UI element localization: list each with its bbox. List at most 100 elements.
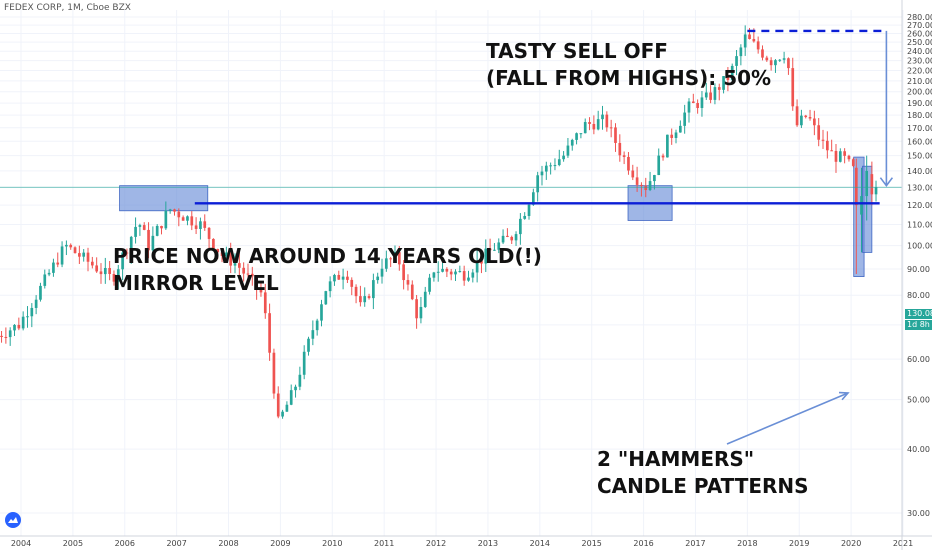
candle-body: [467, 277, 470, 281]
candle-body: [825, 140, 829, 151]
x-tick-label: 2019: [789, 539, 809, 548]
candle-body: [367, 296, 371, 299]
candle-body: [739, 47, 743, 57]
candle-body: [531, 192, 535, 205]
candle-body: [847, 155, 851, 160]
candle-body: [493, 249, 496, 251]
candle-body: [787, 58, 790, 69]
candle-body: [432, 272, 436, 278]
candle-body: [34, 299, 38, 308]
candle-body: [761, 49, 764, 58]
candle-body: [160, 225, 163, 229]
candle-body: [233, 263, 237, 266]
candle-body: [281, 411, 284, 417]
candle-body: [445, 268, 449, 272]
candle-body: [47, 272, 51, 275]
candle-body: [631, 170, 635, 178]
candle-body: [449, 271, 453, 275]
x-tick-label: 2017: [685, 539, 705, 548]
x-tick-label: 2015: [582, 539, 602, 548]
candle-body: [194, 225, 198, 229]
candle-body: [691, 101, 695, 104]
candle-body: [199, 221, 202, 229]
candle-body: [173, 209, 176, 212]
candle-body: [333, 274, 336, 282]
x-tick-label: 2018: [737, 539, 757, 548]
y-tick-label: 150.00: [907, 152, 932, 161]
candle-body: [346, 276, 349, 280]
x-tick-label: 2009: [270, 539, 290, 548]
candle-body: [99, 271, 103, 275]
overlays: [0, 29, 902, 445]
hammer-arrow-shaft: [726, 392, 849, 445]
candle-body: [380, 268, 384, 277]
tradingview-logo-icon[interactable]: [5, 512, 21, 528]
candle-body: [475, 260, 479, 273]
y-tick-label: 180.00: [907, 111, 932, 120]
candle-body: [229, 252, 233, 266]
candle-body: [791, 68, 795, 107]
candle-body: [519, 218, 522, 235]
candle-body: [298, 374, 302, 387]
candle-body: [687, 101, 691, 113]
candle-body: [272, 352, 276, 394]
candle-body: [605, 114, 609, 128]
candle-body: [142, 225, 146, 230]
candle-body: [484, 248, 488, 264]
candle-body: [285, 404, 289, 412]
candle-body: [103, 267, 107, 275]
x-tick-label: 2006: [115, 539, 135, 548]
candle-body: [506, 235, 509, 237]
candle-body: [246, 273, 250, 275]
candle-body: [376, 276, 380, 281]
candle-body: [372, 280, 375, 299]
candle-body: [795, 106, 799, 126]
annotation-line: (FALL FROM HIGHS): 50%: [486, 66, 772, 90]
candle-body: [384, 258, 388, 269]
y-tick-label: 260.00: [907, 29, 932, 38]
candle-body: [860, 196, 863, 215]
candle-body: [549, 165, 552, 167]
candle-body: [808, 117, 812, 119]
candle-body: [756, 41, 760, 50]
candle-body: [90, 261, 94, 266]
candle-body: [717, 87, 721, 90]
candle-body: [666, 134, 669, 158]
candle-body: [151, 235, 155, 251]
y-tick-label: 60.00: [907, 355, 930, 364]
candle-body: [774, 60, 777, 66]
candle-body: [730, 65, 734, 80]
candle-body: [177, 211, 181, 218]
y-tick-label: 40.00: [907, 445, 930, 454]
candle-body: [536, 175, 540, 193]
candle-body: [601, 114, 604, 120]
annotation-line: PRICE NOW AROUND 14 YEARS OLD(!): [113, 244, 542, 268]
candle-body: [462, 271, 466, 281]
candle-body: [389, 258, 393, 260]
annotation-line: MIRROR LEVEL: [113, 271, 279, 295]
candle-body: [514, 234, 518, 241]
candle-body: [843, 151, 846, 156]
candle-body: [350, 279, 354, 287]
candle-body: [700, 97, 704, 109]
candle-body: [39, 285, 42, 300]
candle-body: [17, 324, 21, 329]
candle-body: [328, 281, 332, 292]
annotation-line: 2 "HAMMERS": [597, 447, 755, 471]
candle-body: [402, 264, 405, 281]
candle-body: [497, 242, 501, 250]
candle-body: [320, 304, 323, 321]
candle-body: [60, 246, 64, 265]
y-tick-label: 100.00: [907, 242, 932, 251]
annotation-hammers: 2 "HAMMERS" CANDLE PATTERNS: [597, 446, 809, 500]
candle-body: [527, 204, 531, 216]
y-tick-label: 270.00: [907, 21, 932, 30]
candle-body: [203, 221, 207, 228]
candle-body: [263, 292, 267, 314]
candle-body: [212, 238, 215, 249]
candle-body: [834, 150, 838, 162]
candle-body: [635, 177, 639, 185]
y-tick-label: 210.00: [907, 77, 932, 86]
